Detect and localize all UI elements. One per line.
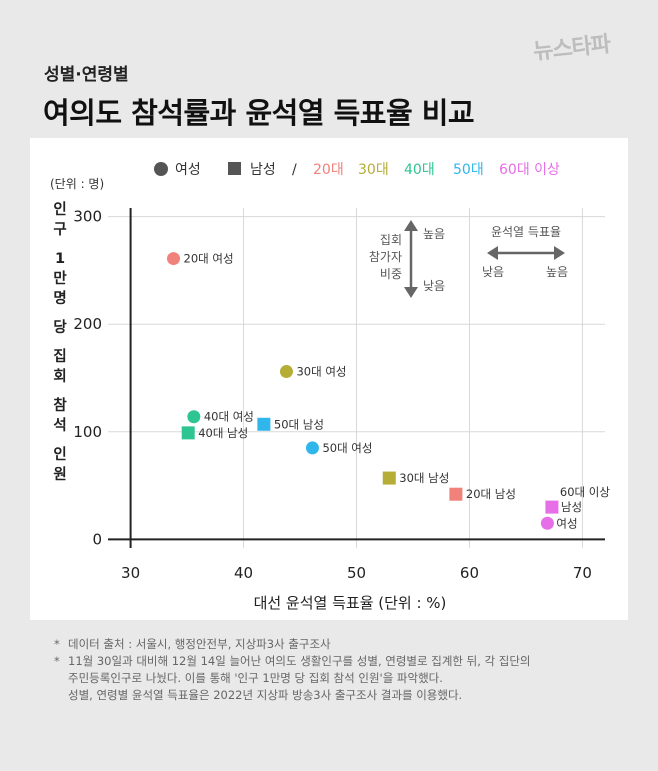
guide-vertical-low: 낮음 (423, 279, 445, 293)
y-title-char (57, 329, 62, 345)
data-point-female (305, 441, 319, 455)
y-title-char: 석 (53, 416, 66, 434)
legend-age-40s: 40대 (404, 162, 435, 178)
x-axis-title: 대선 윤석열 득표율 (단위 : %) (254, 594, 447, 612)
legend-female-label: 여성 (175, 162, 201, 178)
data-labels: 20대 여성 30대 여성 40대 여성 40대 남성 50대 남성 50대 여성 30대 … (184, 252, 611, 531)
data-label: 50대 여성 (322, 441, 372, 455)
data-label: 20대 여성 (184, 252, 234, 266)
guide-vertical-label-3: 비중 (380, 267, 402, 281)
y-tick-label: 300 (73, 208, 102, 226)
axes (108, 208, 605, 548)
chart-card: 여성 남성 / 20대 30대 40대 50대 60대 이상 (단위 : 명) … (30, 138, 628, 620)
y-title-char: 당 (53, 318, 67, 336)
y-title-char (57, 231, 62, 247)
legend-male-label: 남성 (250, 162, 276, 178)
y-tick-label: 100 (73, 423, 102, 441)
horizontal-guide: 윤석열 득표율 낮음 높음 (482, 225, 568, 279)
y-tick-labels: 0 100 200 300 (73, 208, 102, 549)
y-title-char: 집 (53, 347, 66, 365)
x-tick-label: 60 (460, 564, 479, 582)
guide-vertical-label-2: 참가자 (369, 250, 402, 264)
y-title-char: 구 (53, 221, 66, 238)
footnote: * 11월 30일과 대비해 12월 14일 늘어난 여의도 생활인구를 성별,… (54, 653, 634, 670)
y-title-char: 인 (53, 445, 66, 463)
footnote-text: 데이터 출처 : 서울시, 행정안전부, 지상파3사 출구조사 (68, 637, 331, 651)
guide-vertical-label-1: 집회 (380, 233, 402, 247)
legend-age-60s-plus: 60대 이상 (499, 162, 560, 178)
legend-divider: / (292, 162, 297, 178)
x-tick-label: 40 (234, 564, 253, 582)
data-label: 여성 (556, 516, 577, 530)
arrow-down-icon (404, 287, 418, 298)
y-title-char: 명 (53, 289, 66, 307)
footnote: * 데이터 출처 : 서울시, 행정안전부, 지상파3사 출구조사 (54, 636, 634, 653)
data-point-male (382, 471, 396, 485)
vertical-guide: 집회 참가자 비중 높음 낮음 (369, 220, 445, 298)
data-point-male (181, 426, 195, 440)
subtitle: 성별·연령별 (44, 65, 129, 85)
y-title-char (57, 300, 62, 316)
data-label: 30대 여성 (296, 365, 346, 379)
data-label: 50대 남성 (274, 417, 324, 431)
x-tick-label: 70 (573, 564, 592, 582)
guide-horizontal-low: 낮음 (482, 265, 504, 279)
footnote-bullet: * (54, 654, 60, 668)
x-tick-label: 30 (121, 564, 140, 582)
x-tick-labels: 30 40 50 60 70 (121, 564, 592, 582)
legend: 여성 남성 / 20대 30대 40대 50대 60대 이상 (154, 162, 560, 178)
legend-age-50s: 50대 (453, 162, 484, 178)
x-tick-label: 50 (347, 564, 366, 582)
y-title-char: 1 (55, 251, 65, 267)
y-unit-label: (단위 : 명) (50, 177, 104, 191)
data-points (167, 252, 559, 530)
data-group-label: 60대 이상 (560, 485, 610, 499)
y-title-char: 인 (53, 200, 66, 218)
data-label: 40대 남성 (198, 426, 248, 440)
data-point-female (540, 516, 554, 530)
page-title: 여의도 참석률과 윤석열 득표율 비교 (43, 96, 475, 130)
brand-logo: 뉴스타파 (532, 32, 612, 65)
data-label: 20대 남성 (466, 487, 516, 501)
y-title-char: 원 (53, 466, 66, 483)
guide-horizontal-title: 윤석열 득표율 (491, 225, 561, 239)
y-title-char: 참 (53, 397, 67, 414)
arrow-left-icon (487, 246, 498, 260)
y-title-char (57, 378, 62, 394)
data-label: 30대 남성 (399, 471, 449, 485)
guide-vertical-high: 높음 (423, 227, 445, 241)
footnote-extra: 성별, 연령별 윤석열 득표율은 2022년 지상파 방송3사 출구조사 결과를… (68, 688, 463, 702)
data-point-male (257, 417, 271, 431)
legend-age-30s: 30대 (358, 162, 389, 178)
arrow-right-icon (554, 246, 565, 260)
y-title-char: 회 (53, 368, 66, 385)
guide-horizontal-high: 높음 (546, 265, 568, 279)
legend-male-square-icon (228, 162, 241, 175)
legend-age-20s: 20대 (313, 162, 344, 178)
data-point-female (279, 365, 293, 379)
footnote-text: 11월 30일과 대비해 12월 14일 늘어난 여의도 생활인구를 성별, 연… (68, 654, 531, 668)
footnote-continuation: 주민등록인구로 나눴다. 이를 통해 '인구 1만명 당 집회 참석 인원'을 … (68, 671, 443, 685)
scatter-chart: 여성 남성 / 20대 30대 40대 50대 60대 이상 (단위 : 명) … (50, 162, 611, 612)
data-label: 남성 (561, 500, 582, 514)
footnotes: * 데이터 출처 : 서울시, 행정안전부, 지상파3사 출구조사 * 11월 … (54, 636, 634, 704)
legend-female-circle-icon (154, 162, 168, 176)
data-point-female (167, 252, 181, 266)
data-label: 40대 여성 (204, 410, 254, 424)
y-tick-label: 200 (73, 315, 102, 333)
arrow-up-icon (404, 220, 418, 231)
y-title-char: 만 (53, 270, 67, 287)
footnote-bullet: * (54, 637, 60, 651)
data-point-male (545, 500, 559, 514)
data-point-female (187, 410, 201, 424)
data-point-male (449, 487, 463, 501)
y-tick-label: 0 (92, 530, 102, 548)
y-title-char (57, 427, 62, 443)
